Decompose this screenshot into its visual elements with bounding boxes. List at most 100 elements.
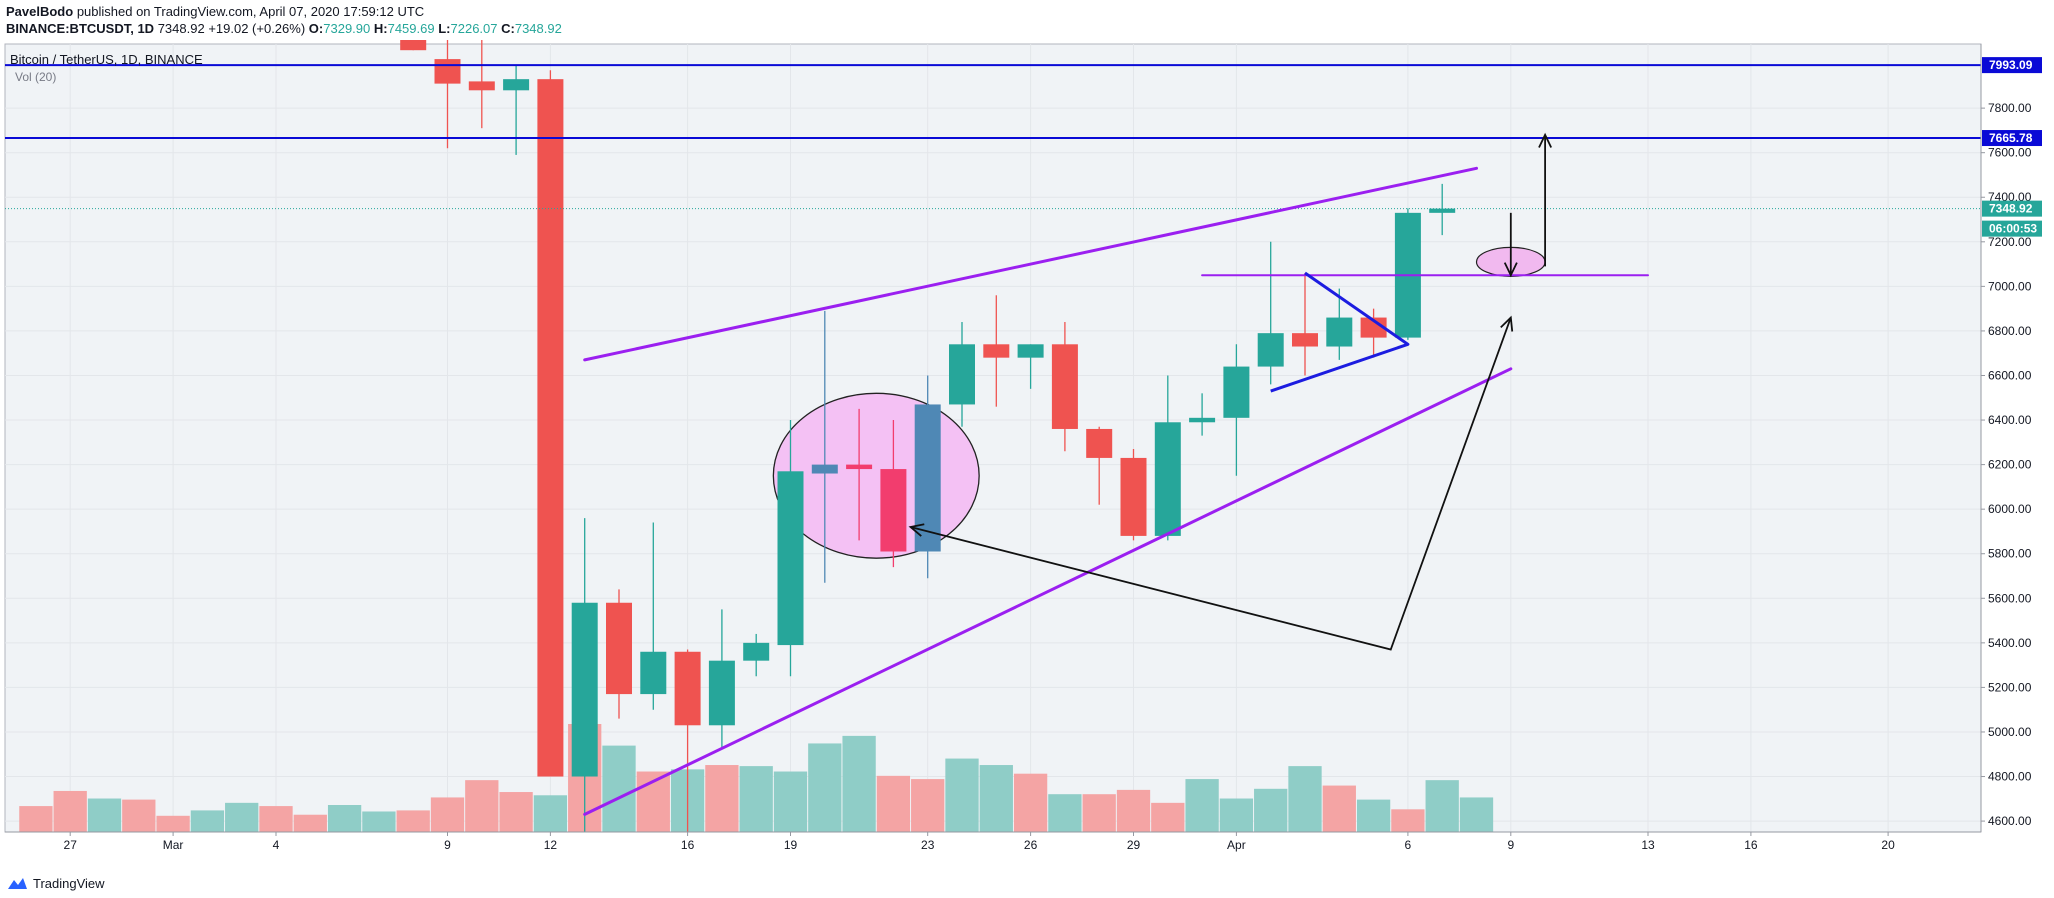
candle[interactable] (846, 408, 873, 541)
footer: TradingView (6, 872, 105, 894)
time-tick-label: 29 (1127, 838, 1141, 852)
candle-body[interactable] (983, 344, 1010, 358)
volume-bar (1082, 794, 1116, 832)
candle-body[interactable] (640, 651, 667, 695)
volume-bar (1425, 780, 1459, 832)
candle[interactable] (1086, 426, 1113, 505)
candle[interactable] (1429, 183, 1456, 236)
author-name[interactable]: PavelBodo (6, 4, 74, 19)
candle[interactable] (1154, 375, 1181, 541)
volume-bar (979, 765, 1013, 832)
candle-body[interactable] (503, 79, 530, 91)
price-tick-label: 4600.00 (1988, 814, 2032, 828)
volume-bar (1322, 785, 1356, 832)
highlight-ellipse[interactable] (772, 392, 980, 559)
candle-body[interactable] (1017, 344, 1044, 358)
candle-body[interactable] (777, 471, 804, 646)
candle-body[interactable] (1360, 317, 1387, 338)
candle-body[interactable] (571, 602, 598, 777)
candle-body[interactable] (1051, 344, 1078, 429)
drawings[interactable] (5, 64, 1981, 816)
candle-body[interactable] (949, 344, 975, 405)
candle-body[interactable] (674, 651, 701, 726)
candle[interactable] (1223, 344, 1250, 476)
volume-bar (773, 771, 808, 832)
candle[interactable] (1189, 393, 1216, 436)
candle[interactable] (400, 40, 427, 51)
candle-body[interactable] (1223, 366, 1250, 418)
candle-body[interactable] (880, 469, 907, 552)
level-price-tag-bg (1982, 57, 2042, 74)
candle-body[interactable] (1257, 333, 1284, 367)
volume-bar (1391, 809, 1425, 832)
candle[interactable] (1257, 241, 1284, 385)
candle[interactable] (983, 295, 1010, 407)
time-tick-label: 4 (273, 838, 280, 852)
candle-body[interactable] (846, 464, 873, 470)
candle[interactable] (777, 420, 804, 677)
candle-body[interactable] (537, 79, 564, 777)
price-tick-label: 6600.00 (1988, 368, 2032, 382)
candle-body[interactable] (400, 40, 427, 51)
footer-brand[interactable]: TradingView (33, 875, 105, 891)
candle-body[interactable] (434, 59, 461, 84)
candle-body[interactable] (1120, 457, 1147, 536)
candle-body[interactable] (743, 642, 770, 661)
candle[interactable] (503, 65, 530, 155)
candle-body[interactable] (1429, 208, 1456, 213)
candle[interactable] (1051, 322, 1078, 452)
candle-body[interactable] (1086, 428, 1113, 458)
channel-lower-line[interactable] (583, 367, 1513, 816)
candle-body[interactable] (1326, 317, 1353, 347)
volume-bar (1254, 788, 1288, 832)
candle[interactable] (537, 70, 564, 777)
candle-body[interactable] (468, 81, 495, 91)
candle[interactable] (468, 40, 495, 129)
candle-body[interactable] (606, 602, 632, 695)
ellipse-annotations (772, 392, 980, 559)
candle[interactable] (434, 40, 461, 149)
candle[interactable] (1292, 273, 1318, 376)
candlestick-chart[interactable]: 4600.00 4800.00 5000.00 5200.00 5400.00 5600.… (0, 40, 2054, 868)
price-tick-label: 7200.00 (1988, 235, 2032, 249)
candle[interactable] (708, 609, 735, 748)
candle-body[interactable] (708, 660, 735, 726)
candle[interactable] (571, 518, 598, 833)
candle-body[interactable] (1154, 422, 1181, 536)
time-tick-label: 20 (1881, 838, 1895, 852)
level-price-tag-bg (1982, 130, 2042, 147)
candle-body[interactable] (1292, 333, 1318, 347)
publish-line: PavelBodo published on TradingView.com, … (6, 3, 2046, 20)
candle[interactable] (1326, 288, 1353, 360)
candle[interactable] (1394, 208, 1421, 340)
time-tick-label: 6 (1405, 838, 1412, 852)
candle[interactable] (914, 375, 941, 579)
candle[interactable] (1360, 308, 1387, 358)
price-tick-label: 5600.00 (1988, 591, 2032, 605)
price-tick-label: 6000.00 (1988, 502, 2032, 516)
time-tick-label: 19 (784, 838, 798, 852)
time-tick-label: Apr (1227, 838, 1246, 852)
candle-body[interactable] (914, 404, 941, 552)
channel-upper-line[interactable] (583, 166, 1478, 362)
candle[interactable] (674, 649, 701, 833)
price-tick-label: 7000.00 (1988, 279, 2032, 293)
candle[interactable] (640, 522, 667, 710)
ohlc-line: BINANCE:BTCUSDT, 1D 7348.92 +19.02 (+0.2… (6, 20, 2046, 37)
volume-bar (602, 745, 636, 832)
last-price-tag-bg (1982, 200, 2042, 217)
candle[interactable] (1017, 344, 1044, 389)
candle-body[interactable] (1189, 417, 1216, 423)
candle[interactable] (1120, 449, 1147, 541)
candles[interactable] (400, 40, 1456, 833)
candle[interactable] (811, 310, 838, 583)
candle-body[interactable] (811, 464, 838, 474)
candle[interactable] (880, 420, 907, 568)
plot-area (4, 43, 1982, 833)
candle[interactable] (743, 633, 770, 677)
triangle-pattern[interactable] (1270, 271, 1410, 393)
candle[interactable] (949, 322, 975, 427)
path-arrow[interactable] (910, 317, 1512, 651)
axes: 4600.00 4800.00 5000.00 5200.00 5400.00 5600.… (5, 44, 2042, 852)
candle[interactable] (606, 589, 632, 719)
